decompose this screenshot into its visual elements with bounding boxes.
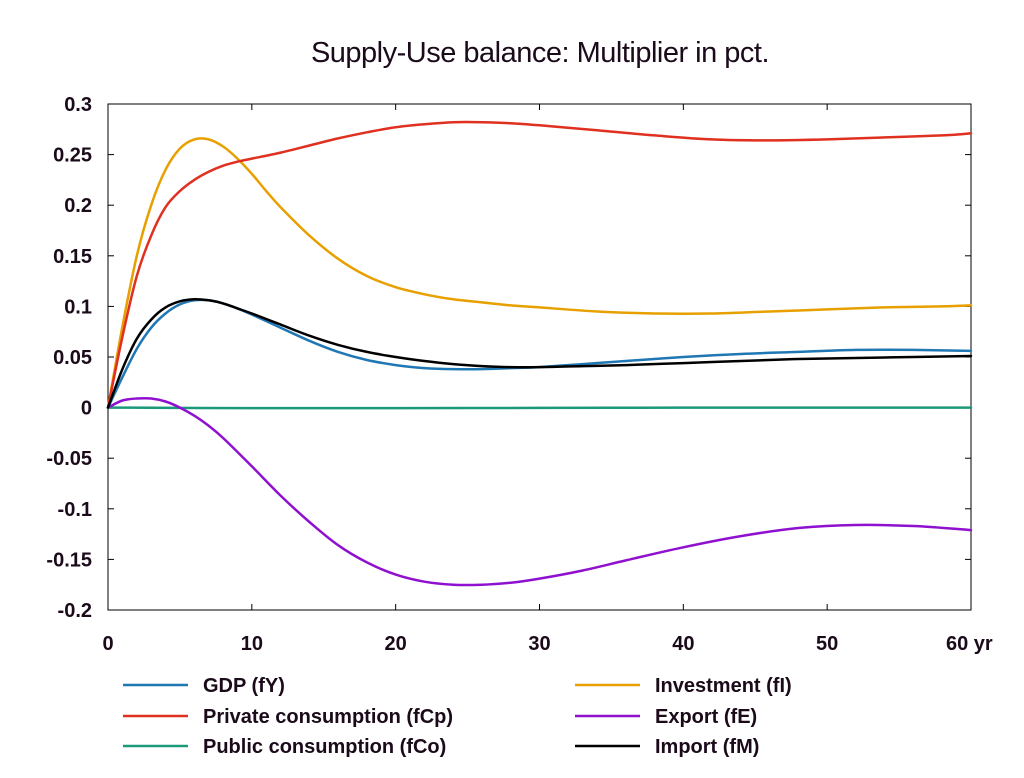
legend-label: Export (fE) [655, 706, 757, 728]
y-tick-label: 0 [81, 398, 92, 420]
x-tick-label: 50 [816, 633, 838, 655]
series-lines [106, 120, 973, 587]
legend-label: Public consumption (fCo) [203, 736, 446, 758]
x-axis: 0 10 20 30 40 50 60 yr [102, 104, 993, 655]
y-axis: 0.3 0.25 0.2 0.15 0.1 0.05 0 -0.05 -0.1 -0.15 -0.2 [46, 94, 971, 622]
series-line-public-consumption-fco [106, 406, 973, 410]
legend-label: Import (fM) [655, 736, 759, 758]
chart-title: Supply-Use balance: Multiplier in pct. [311, 37, 769, 69]
y-tick-label: -0.1 [58, 499, 92, 521]
y-tick-label: -0.2 [58, 600, 92, 622]
series-line-import-fm [106, 298, 973, 409]
series-line-investment-fi [106, 137, 973, 409]
legend-label: GDP (fY) [203, 675, 285, 697]
x-tick-label: 30 [528, 633, 550, 655]
legend-label: Private consumption (fCp) [203, 706, 453, 728]
y-tick-label: 0.05 [53, 347, 92, 369]
legend-label: Investment (fI) [655, 675, 792, 697]
x-tick-label: 60 yr [946, 633, 993, 655]
y-tick-label: 0.1 [64, 296, 92, 318]
series-line-export-fe [106, 396, 973, 587]
y-tick-label: 0.25 [53, 145, 92, 167]
y-tick-label: 0.15 [53, 246, 92, 268]
y-tick-label: -0.15 [46, 549, 92, 571]
plot-area: 0.3 0.25 0.2 0.15 0.1 0.05 0 -0.05 -0.1 -0.15 -0.2… [46, 94, 993, 655]
y-tick-label: 0.3 [64, 94, 92, 116]
legend: GDP (fY) Private consumption (fCp) Public … [123, 675, 792, 758]
series-line-gdp-fy [106, 298, 973, 409]
x-tick-label: 0 [102, 633, 113, 655]
x-tick-label: 20 [385, 633, 407, 655]
series-line-private-consumption-fcp [106, 120, 973, 409]
y-tick-label: 0.2 [64, 195, 92, 217]
y-tick-label: -0.05 [46, 448, 92, 470]
x-tick-label: 40 [672, 633, 694, 655]
x-tick-label: 10 [241, 633, 263, 655]
